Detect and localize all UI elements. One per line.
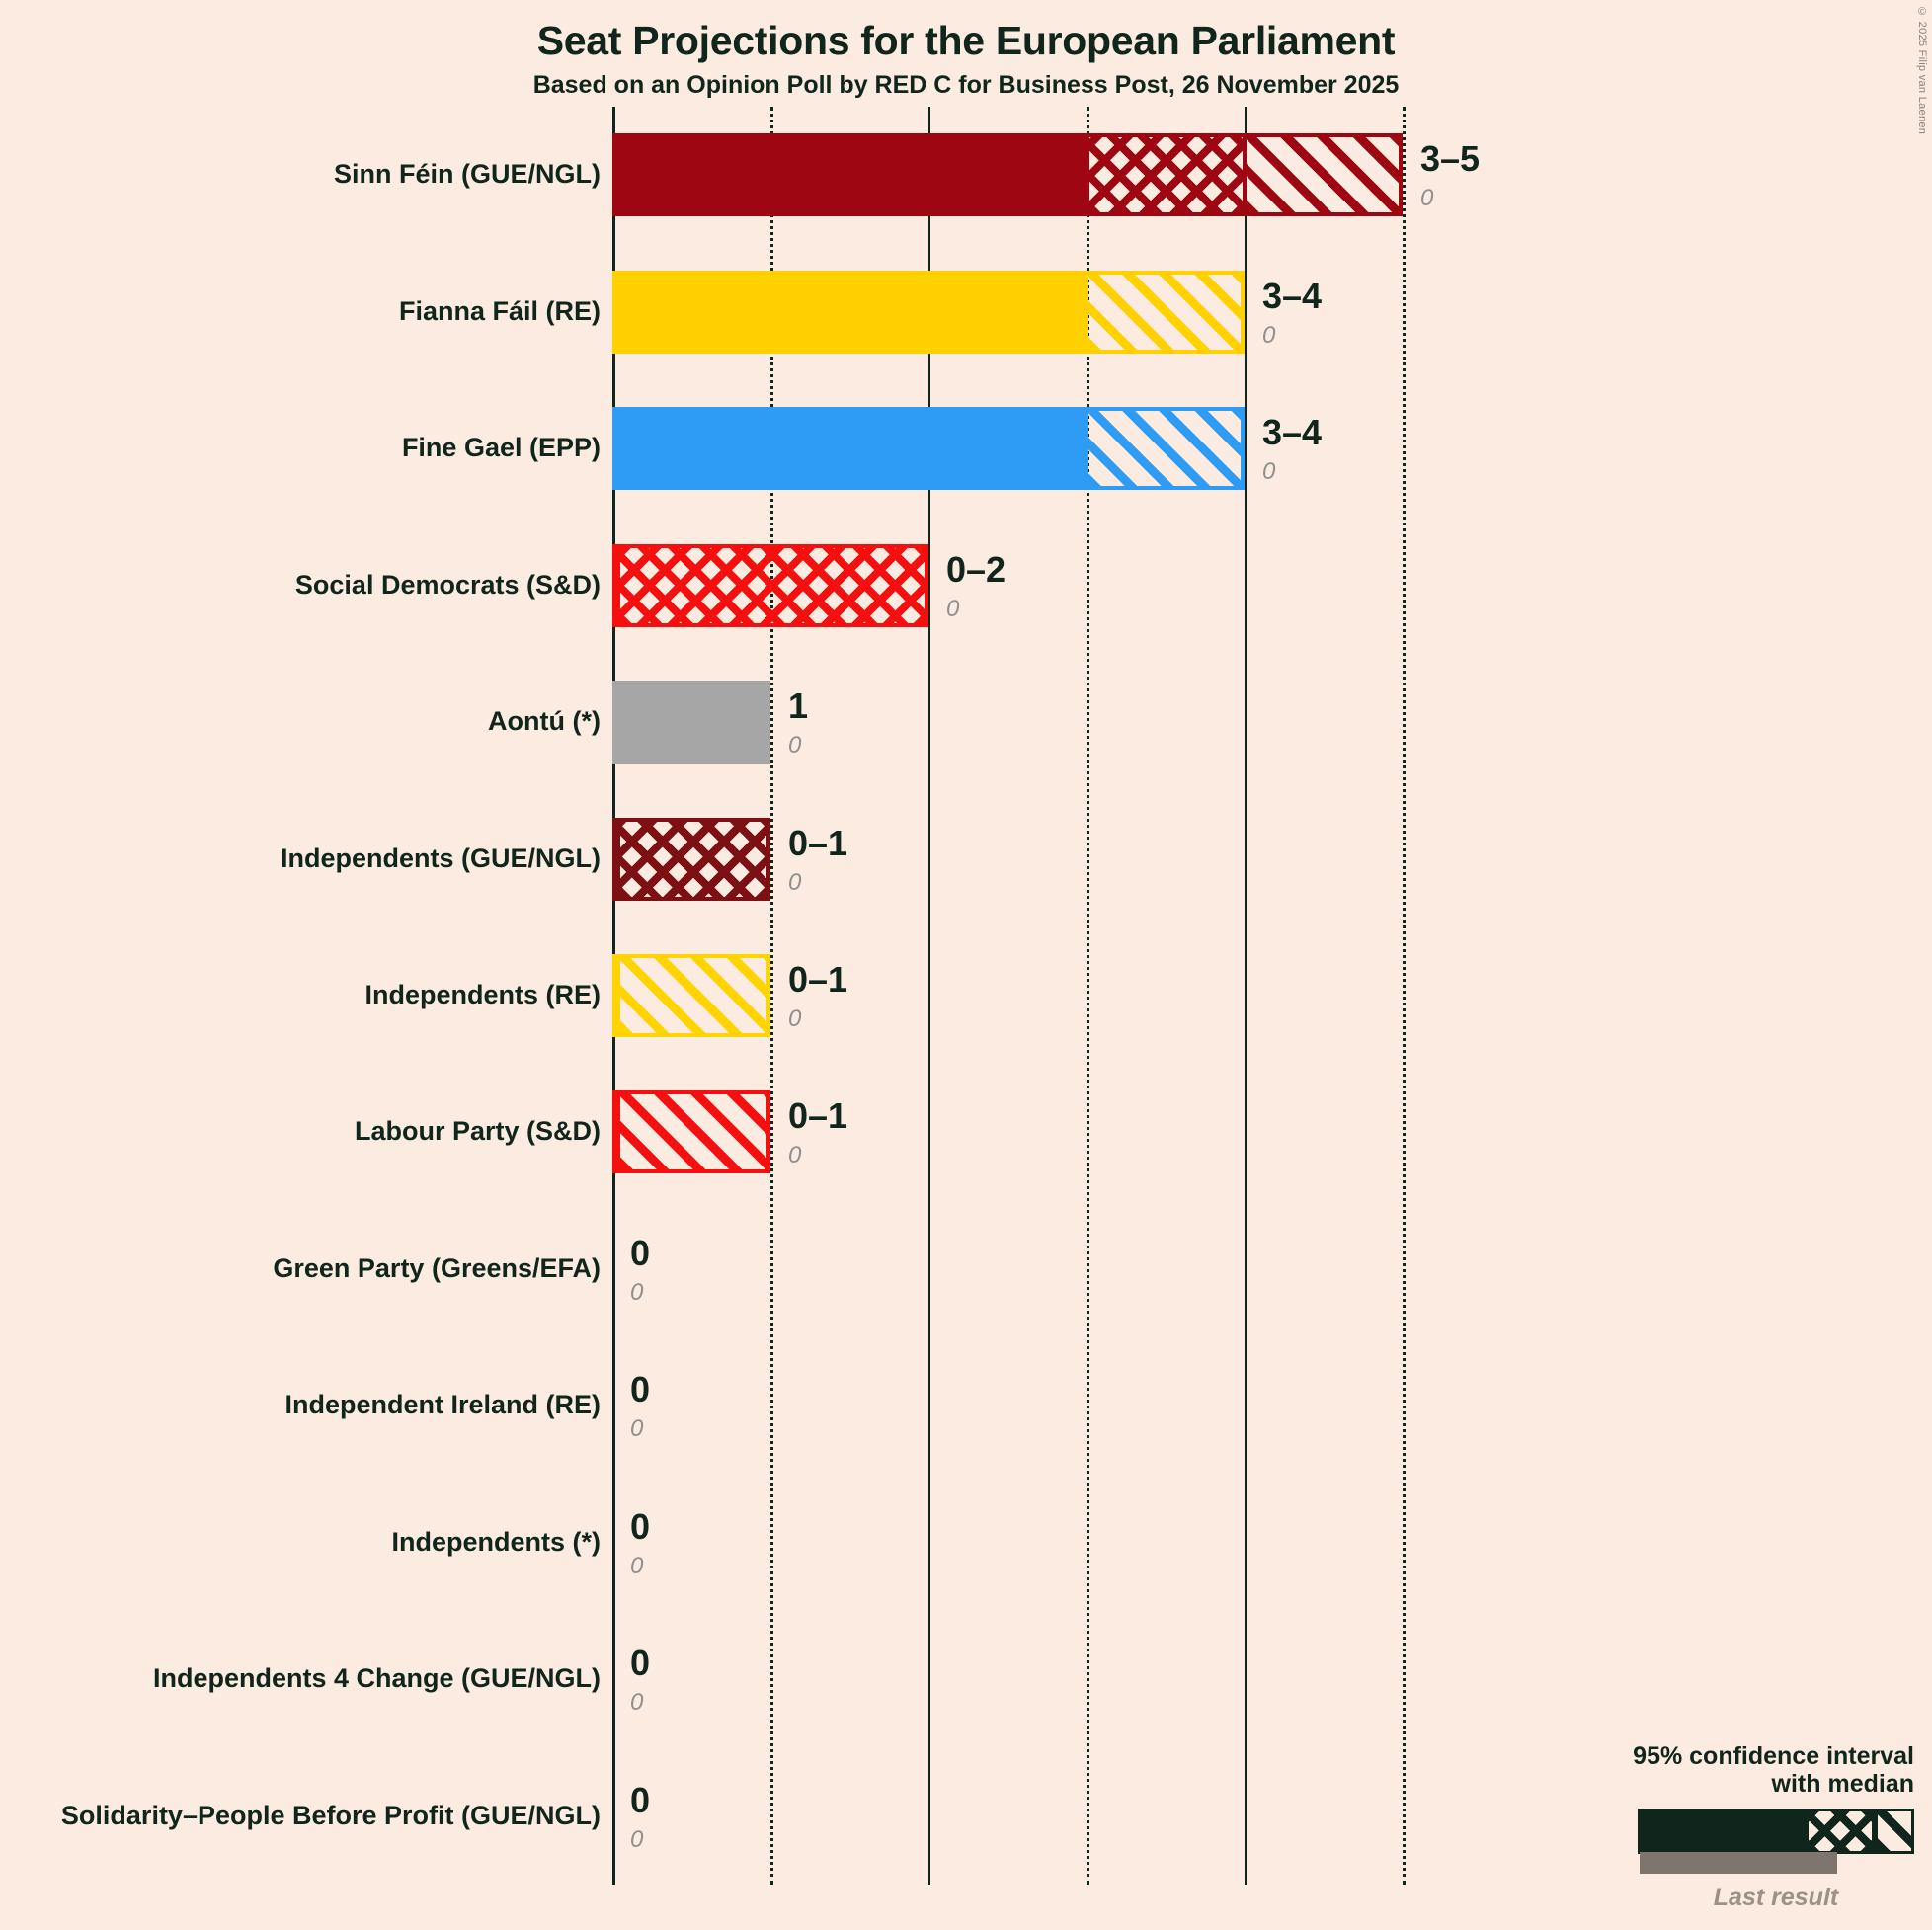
category-label: Independents (GUE/NGL) (281, 843, 601, 873)
bar-segment-cross (1086, 137, 1243, 213)
bar-segment-cross (616, 821, 766, 897)
value-label: 0–2 (946, 548, 1006, 590)
bar-row[interactable] (612, 1364, 1827, 1447)
bar-segment-diag (1084, 411, 1241, 487)
value-label: 0–1 (788, 959, 848, 1000)
chart-subtitle: Based on an Opinion Poll by RED C for Bu… (532, 71, 1400, 99)
bar-row[interactable] (612, 1090, 1827, 1174)
category-label: Aontú (*) (488, 706, 601, 737)
value-label: 0 (630, 1505, 651, 1547)
category-label: Independents 4 Change (GUE/NGL) (152, 1663, 601, 1694)
gridline-4 (1245, 107, 1247, 1885)
bar[interactable] (612, 270, 1245, 354)
bar-segment-solid (616, 274, 1085, 350)
legend: 95% confidence interval with median Last… (1633, 1742, 1914, 1913)
category-label: Sinn Féin (GUE/NGL) (334, 159, 601, 190)
bar-segment-diag (1084, 274, 1241, 350)
category-label: Independent Ireland (RE) (284, 1390, 601, 1420)
bar[interactable] (612, 817, 770, 901)
bar-row[interactable] (612, 270, 1827, 354)
category-label: Solidarity–People Before Profit (GUE/NGL… (60, 1800, 601, 1830)
last-result-label: 0 (946, 595, 960, 622)
bar[interactable] (612, 954, 770, 1037)
last-result-label: 0 (630, 1415, 644, 1443)
value-label: 0 (630, 1369, 651, 1410)
bar[interactable] (612, 133, 1403, 217)
bar-row[interactable] (612, 954, 1827, 1037)
legend-title: 95% confidence interval with median (1633, 1742, 1914, 1800)
bar-segment-diag (616, 1094, 766, 1170)
legend-line-2: with median (1771, 1770, 1914, 1799)
bar-segment-solid (616, 137, 1087, 213)
category-label: Independents (*) (391, 1526, 601, 1557)
bar[interactable] (612, 543, 928, 627)
bar-row[interactable] (612, 1501, 1827, 1584)
value-label: 3–4 (1262, 275, 1323, 316)
category-label: Fianna Fáil (RE) (398, 295, 601, 326)
bar-row[interactable] (612, 543, 1827, 627)
gridline-3 (1087, 107, 1089, 1885)
gridline-2 (928, 107, 930, 1885)
bar[interactable] (612, 1090, 770, 1174)
copyright-notice: © 2025 Filip van Laenen (1916, 6, 1928, 135)
legend-sample-bar (1638, 1809, 1914, 1874)
bar[interactable] (612, 407, 1245, 491)
value-label: 1 (788, 685, 809, 727)
legend-segment-diag (1875, 1809, 1914, 1854)
legend-line-1: 95% confidence interval (1633, 1741, 1914, 1770)
last-result-label: 0 (1420, 185, 1434, 212)
bar-row[interactable] (612, 1228, 1827, 1311)
last-result-label: 0 (788, 732, 802, 760)
category-label: Green Party (Greens/EFA) (273, 1252, 601, 1283)
category-label: Labour Party (S&D) (354, 1116, 601, 1147)
bar-segment-diag (616, 958, 766, 1033)
bar-row[interactable] (612, 817, 1827, 901)
category-label: Independents (RE) (364, 980, 601, 1009)
last-result-label: 0 (788, 1142, 802, 1169)
value-label: 0 (630, 1643, 651, 1684)
bar-row[interactable] (612, 681, 1827, 764)
value-label: 0 (630, 1779, 651, 1820)
last-result-label: 0 (630, 1278, 644, 1306)
legend-last-result-label: Last result (1713, 1884, 1839, 1911)
last-result-label: 0 (630, 1552, 644, 1579)
bar[interactable] (612, 681, 770, 764)
bar-row[interactable] (612, 407, 1827, 491)
last-result-label: 0 (1262, 321, 1276, 349)
last-result-label: 0 (788, 868, 802, 896)
bar-row[interactable] (612, 133, 1827, 217)
value-label: 3–5 (1420, 138, 1481, 180)
gridline-5 (1403, 107, 1406, 1885)
value-label: 3–4 (1262, 412, 1323, 453)
gridline-1 (770, 107, 773, 1885)
value-label: 0 (630, 1232, 651, 1273)
last-result-label: 0 (630, 1689, 644, 1717)
legend-segment-cross (1806, 1809, 1875, 1854)
category-label: Fine Gael (EPP) (401, 433, 601, 463)
bar-segment-solid (616, 411, 1085, 487)
value-label: 0–1 (788, 822, 848, 863)
value-label: 0–1 (788, 1095, 848, 1137)
page-title: Seat Projections for the European Parlia… (536, 18, 1396, 63)
bar-segment-cross (616, 547, 925, 623)
plot-area (612, 107, 1827, 1885)
last-result-label: 0 (1262, 458, 1276, 486)
bar-segment-solid (616, 684, 766, 761)
legend-last-result-bar (1640, 1852, 1837, 1874)
last-result-label: 0 (630, 1825, 644, 1853)
category-label: Social Democrats (S&D) (294, 569, 601, 600)
last-result-label: 0 (788, 1005, 802, 1032)
bar-row[interactable] (612, 1638, 1827, 1721)
bar-segment-diag (1242, 137, 1399, 213)
legend-segment-solid (1638, 1809, 1806, 1854)
